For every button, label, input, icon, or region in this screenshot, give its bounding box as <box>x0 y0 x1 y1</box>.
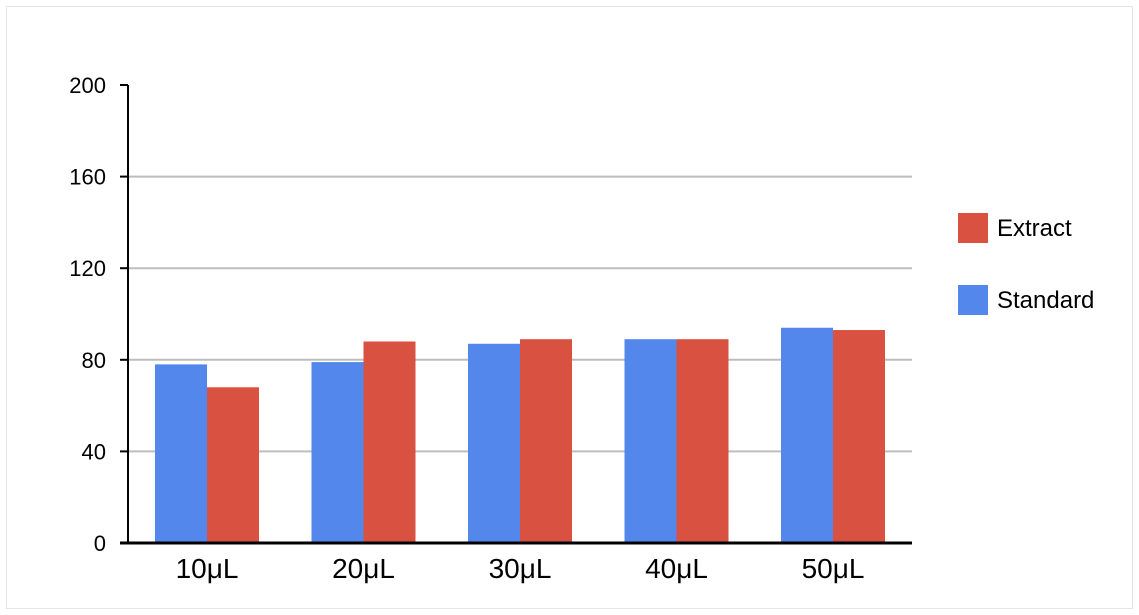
y-tick-label: 0 <box>94 531 106 556</box>
x-tick-label: 20μL <box>332 553 395 584</box>
x-tick-labels: 10μL 20μL 30μL 40μL 50μL <box>176 553 865 584</box>
bar-standard-4 <box>781 327 833 543</box>
x-tick-label: 30μL <box>489 553 552 584</box>
bar-standard-3 <box>624 339 677 543</box>
x-tick-label: 50μL <box>802 553 865 584</box>
legend-swatch-standard <box>958 285 988 315</box>
bars <box>155 327 885 543</box>
legend: Extract Standard <box>958 213 1094 315</box>
x-tick-label: 10μL <box>176 553 239 584</box>
y-tick-labels: 0 40 80 120 160 200 <box>69 73 106 556</box>
y-tick-label: 160 <box>69 165 106 190</box>
bar-standard-0 <box>155 364 207 543</box>
bar-extract-0 <box>207 387 259 543</box>
legend-label-extract: Extract <box>997 215 1072 242</box>
y-tick-label: 40 <box>82 439 106 464</box>
x-tick-label: 40μL <box>645 553 708 584</box>
y-tick-label: 120 <box>69 256 106 281</box>
bar-extract-2 <box>520 339 572 543</box>
bar-extract-1 <box>363 341 416 543</box>
legend-swatch-extract <box>958 213 988 243</box>
bar-extract-3 <box>676 339 729 543</box>
legend-label-standard: Standard <box>997 287 1094 314</box>
bar-standard-1 <box>311 362 364 543</box>
bar-extract-4 <box>833 330 885 543</box>
axes <box>120 85 912 545</box>
y-tick-label: 80 <box>82 348 106 373</box>
bar-standard-2 <box>468 343 520 543</box>
y-tick-label: 200 <box>69 73 106 98</box>
